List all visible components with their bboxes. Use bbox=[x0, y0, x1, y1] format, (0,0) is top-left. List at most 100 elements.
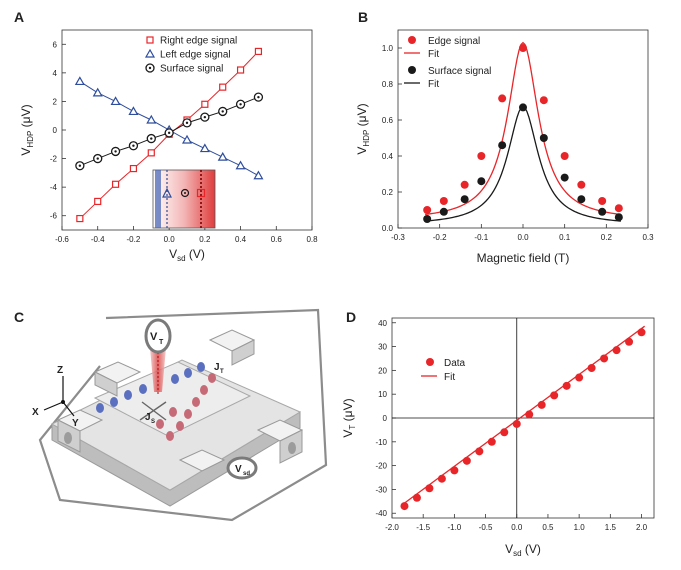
y-tick-label: -40 bbox=[375, 509, 387, 518]
y-axis-label-main: V bbox=[355, 147, 369, 155]
y-tick-label: 0.2 bbox=[382, 188, 394, 197]
x-tick-label: -1.5 bbox=[416, 523, 430, 532]
legend-marker bbox=[146, 36, 154, 44]
data-point-square bbox=[219, 83, 227, 91]
data-point bbox=[525, 410, 534, 419]
y-tick-label: -6 bbox=[50, 212, 58, 221]
data-point-triangle bbox=[146, 114, 157, 124]
x-tick-label: 0.4 bbox=[235, 235, 247, 244]
data-point bbox=[439, 197, 448, 205]
jt-label-sub: T bbox=[220, 369, 224, 375]
axis-y-line bbox=[62, 401, 75, 417]
data-point bbox=[462, 456, 471, 465]
x-tick-label: 1.5 bbox=[605, 523, 617, 532]
legend-fit-label: Fit bbox=[428, 79, 439, 90]
x-tick-label: 0.8 bbox=[306, 235, 318, 244]
inset-frame bbox=[152, 169, 216, 229]
x-tick-label: -0.6 bbox=[55, 235, 69, 244]
spin-blue bbox=[110, 397, 118, 407]
spin-blue bbox=[96, 403, 104, 413]
legend-label: Surface signal bbox=[428, 66, 491, 77]
data-point bbox=[423, 206, 432, 214]
data-point-triangle bbox=[235, 160, 246, 170]
x-tick-label: 2.0 bbox=[636, 523, 648, 532]
pad-bottom bbox=[178, 449, 226, 472]
inset-left-edge bbox=[155, 170, 161, 228]
data-point-square bbox=[76, 214, 84, 223]
y-tick-label: 6 bbox=[53, 40, 58, 49]
data-point bbox=[512, 419, 521, 428]
x-tick-label: 0.3 bbox=[642, 233, 654, 242]
data-point bbox=[539, 134, 548, 142]
vt-label-sub: T bbox=[159, 339, 164, 346]
y-tick-label: 20 bbox=[378, 366, 387, 375]
spin-blue bbox=[171, 374, 179, 384]
spin-red bbox=[184, 409, 192, 419]
data-point bbox=[487, 437, 496, 446]
data-point bbox=[539, 96, 548, 105]
x-tick-label: 0.0 bbox=[164, 235, 176, 244]
y-tick-label: 30 bbox=[378, 343, 387, 352]
y-tick-label: -4 bbox=[50, 183, 58, 192]
data-point bbox=[460, 180, 469, 189]
data-point-circle-dot bbox=[221, 110, 224, 113]
data-point bbox=[625, 337, 634, 346]
data-point-square bbox=[236, 66, 245, 74]
data-point-circle-dot bbox=[239, 103, 242, 106]
data-point-square bbox=[254, 47, 263, 56]
data-point bbox=[598, 197, 607, 205]
spin-red bbox=[166, 431, 174, 441]
device-schematic: V T V sd J S J bbox=[32, 308, 328, 522]
data-point-triangle bbox=[199, 143, 210, 153]
axis-z-label: Z bbox=[57, 365, 63, 376]
x-tick-label: 1.0 bbox=[574, 523, 586, 532]
data-point-triangle bbox=[217, 151, 228, 161]
data-point-circle-dot bbox=[114, 150, 117, 153]
y-axis-label-unit: (μV) bbox=[341, 398, 355, 424]
inset-circle-dot bbox=[184, 192, 186, 194]
spins-left bbox=[96, 362, 205, 413]
y-tick-label: 40 bbox=[378, 319, 387, 328]
data-point bbox=[614, 213, 623, 222]
spin-blue bbox=[124, 390, 132, 400]
data-point bbox=[575, 373, 584, 382]
legend-fit-label: Fit bbox=[444, 372, 455, 383]
legend-label: Edge signal bbox=[428, 36, 480, 47]
y-tick-label: 0.6 bbox=[382, 116, 394, 125]
data-point-circle-dot bbox=[78, 164, 82, 167]
data-point bbox=[498, 94, 507, 103]
vt-probe-ring bbox=[144, 318, 172, 354]
axis-y-label: Y bbox=[72, 418, 79, 429]
axis-x-line bbox=[43, 401, 64, 411]
x-axis-label: Magnetic field (T) bbox=[477, 251, 570, 265]
data-point bbox=[612, 346, 621, 355]
y-tick-label: 0.0 bbox=[382, 224, 394, 233]
data-point-square bbox=[201, 100, 209, 108]
y-tick-label: 2 bbox=[53, 97, 58, 106]
y-tick-label: -30 bbox=[375, 485, 387, 494]
axis-x-label: X bbox=[32, 407, 39, 418]
x-tick-label: -0.1 bbox=[474, 233, 488, 242]
data-point bbox=[437, 474, 446, 483]
x-axis-label-unit: (V) bbox=[186, 247, 205, 261]
pad-left-hole bbox=[64, 432, 72, 444]
data-point bbox=[460, 195, 469, 204]
x-tick-label: 0.1 bbox=[559, 233, 571, 242]
chart-a-inset bbox=[152, 169, 216, 229]
data-point-triangle bbox=[128, 106, 139, 116]
chart-d: -2.0 -1.5 -1.0 -0.5 0.0 0.5 1.0 1.5 2.0 -40 -30 -20… bbox=[341, 317, 655, 558]
data-point-square bbox=[94, 197, 102, 206]
y-tick-label: 0 bbox=[383, 414, 388, 423]
x-axis-label-sub: sd bbox=[513, 549, 521, 558]
x-tick-label: 0.5 bbox=[542, 523, 554, 532]
legend-marker-dot bbox=[148, 66, 152, 70]
js-label: J bbox=[145, 412, 151, 423]
data-point-circle-dot bbox=[167, 131, 171, 135]
data-point bbox=[400, 502, 409, 511]
data-point bbox=[560, 152, 569, 160]
data-point bbox=[600, 354, 609, 363]
data-point bbox=[475, 447, 484, 456]
panel-letter-a: A bbox=[14, 9, 24, 25]
data-point bbox=[577, 180, 586, 189]
